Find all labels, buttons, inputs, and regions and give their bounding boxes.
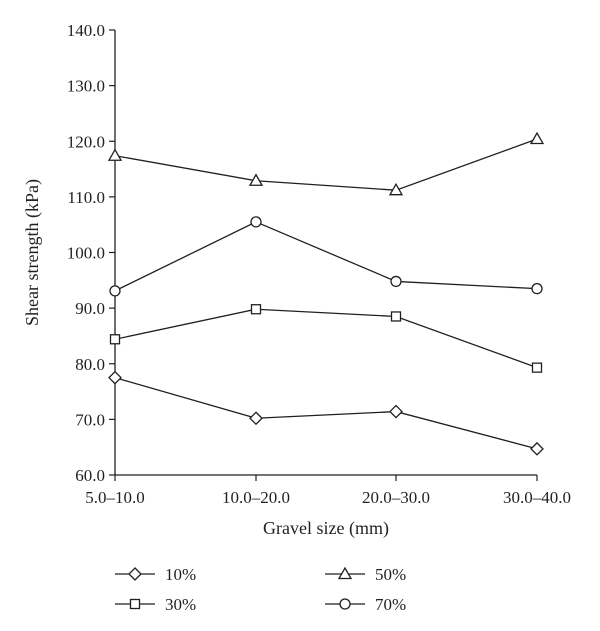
legend-item: 70% (325, 595, 406, 614)
data-point (250, 216, 262, 228)
series-line (114, 308, 538, 369)
axes (114, 30, 537, 476)
data-point (388, 182, 404, 196)
data-point (109, 285, 121, 297)
data-point (249, 411, 263, 426)
legend-marker (339, 598, 351, 610)
data-point (530, 441, 544, 456)
series-line (114, 221, 538, 292)
x-axis-title: Gravel size (mm) (263, 518, 389, 539)
data-point (529, 131, 545, 145)
x-tick-label: 30.0–40.0 (503, 488, 571, 507)
y-tick-label: 130.0 (67, 77, 105, 96)
x-tick-label: 20.0–30.0 (362, 488, 430, 507)
series-line (114, 377, 538, 450)
series-circle (109, 216, 543, 297)
series-triangle (107, 131, 545, 196)
x-tick-label: 10.0–20.0 (222, 488, 290, 507)
legend-item: 10% (115, 565, 196, 584)
data-point (389, 404, 403, 419)
data-point (107, 148, 123, 161)
series-diamond (108, 370, 544, 456)
y-tick-label: 90.0 (75, 299, 105, 318)
data-point (250, 304, 262, 315)
data-point (531, 362, 543, 373)
y-axis-title: Shear strength (kPa) (22, 179, 43, 326)
y-tick-label: 80.0 (75, 355, 105, 374)
legend: 10% 30% 50% 70% (115, 565, 406, 614)
data-point (531, 283, 543, 295)
y-tick-label: 110.0 (67, 188, 105, 207)
legend-label: 10% (165, 565, 196, 584)
legend-item: 50% (325, 565, 406, 584)
data-point (108, 370, 122, 385)
legend-label: 30% (165, 595, 196, 614)
y-tick-label: 70.0 (75, 410, 105, 429)
y-tick-label: 120.0 (67, 132, 105, 151)
series-square (109, 304, 543, 373)
legend-marker (337, 566, 353, 580)
y-tick-label: 60.0 (75, 466, 105, 485)
legend-label: 50% (375, 565, 406, 584)
data-point (248, 173, 264, 186)
data-point (390, 311, 402, 322)
data-point (390, 275, 402, 288)
series-line (114, 138, 538, 191)
series-layer (107, 131, 545, 456)
legend-marker (128, 567, 142, 581)
x-ticks: 5.0–10.0 10.0–20.0 20.0–30.0 30.0–40.0 (85, 475, 571, 507)
data-point (109, 334, 121, 345)
legend-item: 30% (115, 595, 196, 614)
y-tick-label: 140.0 (67, 21, 105, 40)
legend-label: 70% (375, 595, 406, 614)
legend-marker (129, 598, 141, 610)
y-tick-label: 100.0 (67, 244, 105, 263)
y-ticks: 60.0 70.0 80.0 90.0 100.0 110.0 120.0 130.0 140.… (67, 21, 115, 485)
x-tick-label: 5.0–10.0 (85, 488, 145, 507)
